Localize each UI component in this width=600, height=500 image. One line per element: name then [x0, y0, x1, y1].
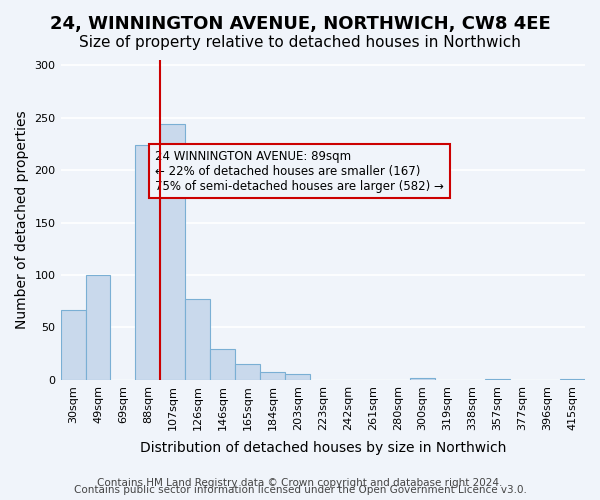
Bar — [410, 378, 435, 380]
Bar — [136, 145, 160, 380]
Bar — [286, 374, 310, 380]
Text: 24, WINNINGTON AVENUE, NORTHWICH, CW8 4EE: 24, WINNINGTON AVENUE, NORTHWICH, CW8 4E… — [50, 15, 550, 33]
Bar — [86, 275, 110, 380]
Bar — [185, 299, 211, 380]
Bar — [560, 379, 585, 380]
Y-axis label: Number of detached properties: Number of detached properties — [15, 110, 29, 330]
Text: Contains HM Land Registry data © Crown copyright and database right 2024.: Contains HM Land Registry data © Crown c… — [97, 478, 503, 488]
Bar — [211, 350, 235, 380]
Bar — [235, 364, 260, 380]
Bar — [260, 372, 286, 380]
Text: Contains public sector information licensed under the Open Government Licence v3: Contains public sector information licen… — [74, 485, 526, 495]
Bar — [485, 379, 510, 380]
Text: Size of property relative to detached houses in Northwich: Size of property relative to detached ho… — [79, 35, 521, 50]
Bar — [61, 310, 86, 380]
Bar — [160, 124, 185, 380]
X-axis label: Distribution of detached houses by size in Northwich: Distribution of detached houses by size … — [140, 441, 506, 455]
Text: 24 WINNINGTON AVENUE: 89sqm
← 22% of detached houses are smaller (167)
75% of se: 24 WINNINGTON AVENUE: 89sqm ← 22% of det… — [155, 150, 444, 192]
